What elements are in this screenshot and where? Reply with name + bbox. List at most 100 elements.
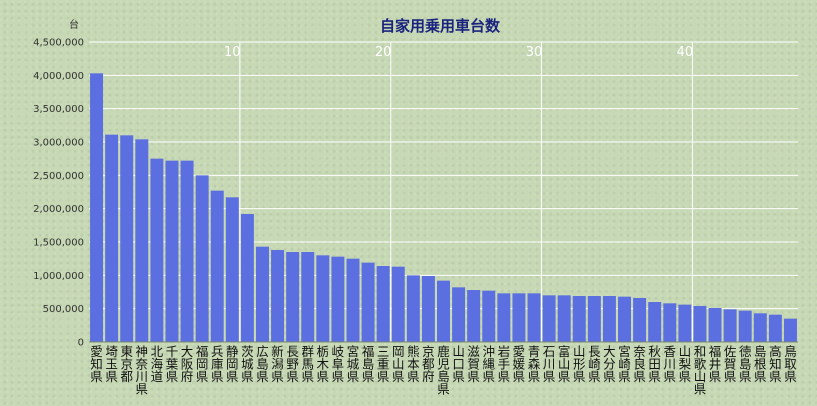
bar <box>180 160 194 342</box>
x-tick-label: 新潟県 <box>271 344 284 384</box>
bar <box>210 190 224 342</box>
x-tick-label: 茨城県 <box>241 344 254 384</box>
bar <box>331 256 345 342</box>
x-tick-label: 長野県 <box>286 344 299 384</box>
x-tick-label: 福井県 <box>709 344 722 384</box>
bar <box>678 304 692 342</box>
y-tick-label: 0 <box>78 338 84 349</box>
bar <box>512 293 526 342</box>
x-tick-label: 長崎県 <box>588 344 601 384</box>
bar <box>723 309 737 342</box>
bar <box>165 160 179 342</box>
x-tick-label: 宮城県 <box>347 344 360 384</box>
x-tick-label: 鳥取県 <box>784 344 797 384</box>
x-tick-label: 広島県 <box>256 344 269 384</box>
bar <box>497 293 511 342</box>
bars <box>90 73 797 342</box>
bar <box>391 266 405 342</box>
bar <box>708 308 722 342</box>
bar <box>572 296 586 342</box>
x-tick-label: 埼玉県 <box>105 344 118 384</box>
x-axis-labels: 愛知県埼玉県東京都神奈川県北海道千葉県大阪府福岡県兵庫県静岡県茨城県広島県新潟県… <box>90 344 797 397</box>
rank-label: 20 <box>375 45 392 60</box>
bar <box>376 266 390 342</box>
y-axis-ticks: 0 500,000 1,000,000 1,500,000 2,000,000 2,500… <box>33 38 84 349</box>
x-tick-label: 神奈川県 <box>136 344 149 397</box>
bar <box>346 258 360 342</box>
x-tick-label: 山口県 <box>452 344 465 384</box>
bar <box>663 303 677 342</box>
bar <box>618 296 632 342</box>
rank-label: 10 <box>224 45 241 60</box>
y-tick-label: 2,000,000 <box>33 204 84 215</box>
bar <box>195 175 209 342</box>
y-tick-label: 500,000 <box>43 304 84 315</box>
y-tick-label: 1,000,000 <box>33 271 84 282</box>
bar <box>542 295 556 342</box>
x-tick-label: 佐賀県 <box>724 344 737 384</box>
chart-title: 自家用乗用車台数 <box>380 17 501 35</box>
y-tick-label: 2,500,000 <box>33 171 84 182</box>
x-tick-label: 山形県 <box>573 344 586 384</box>
bar <box>150 158 164 342</box>
rank-labels: 10 20 30 40 <box>224 45 693 60</box>
bar <box>557 295 571 342</box>
bar <box>120 135 134 342</box>
y-tick-label: 4,500,000 <box>33 38 84 49</box>
x-tick-label: 岩手県 <box>498 344 511 384</box>
x-tick-label: 北海道 <box>151 344 164 384</box>
bar <box>768 314 782 342</box>
x-tick-label: 三重県 <box>377 344 390 384</box>
y-axis-unit: 台 <box>69 18 79 31</box>
bar <box>225 197 239 342</box>
bar <box>105 134 119 342</box>
y-tick-label: 4,000,000 <box>33 71 84 82</box>
x-tick-label: 奈良県 <box>633 344 646 384</box>
bar <box>90 73 104 342</box>
bar <box>602 296 616 342</box>
y-tick-label: 3,500,000 <box>33 104 84 115</box>
x-tick-label: 大分県 <box>603 344 616 384</box>
x-tick-label: 福島県 <box>362 344 375 384</box>
x-tick-label: 山梨県 <box>679 344 692 384</box>
bar <box>693 306 707 342</box>
x-tick-label: 栃木県 <box>317 344 330 384</box>
x-tick-label: 秋田県 <box>648 344 661 384</box>
bar <box>406 275 420 342</box>
x-tick-label: 大阪府 <box>181 344 194 384</box>
y-tick-label: 3,000,000 <box>33 138 84 149</box>
x-tick-label: 千葉県 <box>166 344 179 384</box>
bar <box>587 296 601 342</box>
bar <box>316 255 330 342</box>
x-tick-label: 滋賀県 <box>467 344 480 384</box>
x-tick-label: 島根県 <box>754 344 767 384</box>
bar <box>135 139 149 342</box>
bar <box>286 252 300 342</box>
x-tick-label: 熊本県 <box>407 344 420 384</box>
x-tick-label: 香川県 <box>664 344 677 384</box>
x-tick-label: 福岡県 <box>196 344 209 384</box>
bar <box>452 287 466 342</box>
bar <box>482 290 496 342</box>
rank-label: 40 <box>677 45 694 60</box>
bar <box>240 214 254 342</box>
bar <box>753 313 767 342</box>
x-tick-label: 高知県 <box>769 344 782 384</box>
bar <box>361 262 375 342</box>
x-tick-label: 富山県 <box>558 344 571 384</box>
x-tick-label: 鹿児島県 <box>437 344 450 397</box>
x-tick-label: 兵庫県 <box>211 344 224 384</box>
x-tick-label: 宮崎県 <box>618 344 631 384</box>
x-tick-label: 静岡県 <box>226 344 239 384</box>
bar <box>467 290 481 342</box>
x-tick-label: 和歌山県 <box>694 344 707 397</box>
bar <box>421 276 435 342</box>
x-tick-label: 愛知県 <box>90 344 103 384</box>
bar <box>271 250 285 342</box>
bar <box>648 302 662 342</box>
x-tick-label: 青森県 <box>528 344 541 384</box>
x-tick-label: 東京都 <box>120 344 133 384</box>
bar <box>527 293 541 342</box>
